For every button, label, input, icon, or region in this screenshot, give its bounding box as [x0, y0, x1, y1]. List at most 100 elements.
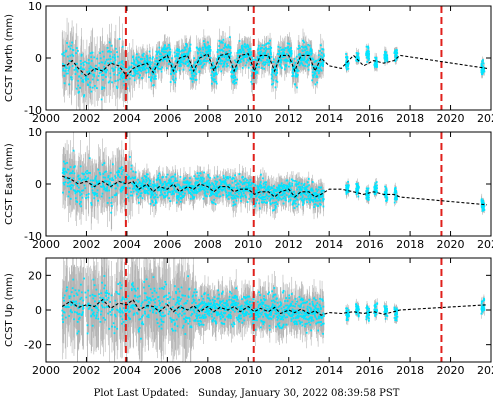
- data-point: [118, 171, 120, 174]
- data-point: [174, 77, 177, 80]
- data-point: [110, 61, 113, 64]
- data-point: [161, 55, 164, 58]
- data-point: [191, 71, 194, 74]
- data-point: [94, 69, 97, 72]
- data-point: [95, 183, 98, 186]
- data-point: [92, 179, 95, 182]
- data-point: [80, 205, 82, 208]
- data-point: [163, 196, 166, 199]
- data-point: [239, 61, 242, 63]
- data-point: [130, 191, 132, 193]
- data-point: [185, 45, 188, 48]
- data-point: [205, 55, 208, 57]
- data-point: [66, 55, 69, 58]
- data-point: [173, 68, 176, 71]
- data-point: [480, 63, 483, 66]
- data-point: [171, 190, 174, 193]
- data-point: [143, 63, 146, 66]
- data-point: [165, 67, 168, 70]
- data-point: [167, 179, 170, 182]
- data-point: [78, 90, 81, 93]
- data-point: [102, 69, 105, 72]
- data-point: [322, 53, 325, 56]
- data-point: [366, 51, 368, 54]
- data-point: [100, 185, 102, 188]
- data-point: [276, 59, 279, 62]
- data-point: [300, 56, 303, 59]
- data-point: [295, 55, 298, 58]
- data-point: [482, 65, 484, 68]
- data-point: [271, 71, 274, 73]
- data-point: [136, 189, 139, 192]
- data-point: [357, 52, 360, 55]
- data-point: [75, 182, 77, 185]
- data-point: [187, 51, 190, 54]
- data-point: [315, 76, 318, 78]
- data-point: [303, 41, 306, 44]
- model-curve: [62, 53, 488, 78]
- data-point: [71, 65, 74, 67]
- data-point: [105, 76, 107, 78]
- data-point: [293, 57, 296, 60]
- data-point: [270, 55, 273, 58]
- data-point: [367, 57, 370, 60]
- data-point: [241, 57, 244, 60]
- data-point: [153, 75, 156, 78]
- data-point: [224, 60, 227, 63]
- data-point: [197, 48, 200, 50]
- data-point: [82, 81, 85, 83]
- data-point: [258, 66, 260, 69]
- data-point: [231, 71, 234, 74]
- data-point: [128, 66, 131, 69]
- data-point: [178, 50, 181, 53]
- data-point: [205, 60, 208, 63]
- data-point: [81, 68, 84, 71]
- data-point: [132, 63, 135, 65]
- data-point: [62, 167, 65, 170]
- data-point: [192, 64, 195, 66]
- data-point: [395, 57, 398, 60]
- data-point: [204, 46, 207, 49]
- data-point: [117, 173, 120, 176]
- data-point: [151, 199, 153, 202]
- data-point: [104, 176, 107, 179]
- data-point: [270, 73, 273, 76]
- data-point: [265, 46, 267, 49]
- data-point: [312, 76, 315, 79]
- data-point: [166, 184, 168, 187]
- data-point: [215, 80, 217, 83]
- data-point: [96, 79, 99, 81]
- data-point: [120, 190, 123, 193]
- data-point: [102, 73, 105, 76]
- data-point: [149, 66, 152, 69]
- data-point: [297, 44, 300, 47]
- data-point: [147, 192, 150, 195]
- data-point: [99, 173, 102, 176]
- data-point: [77, 84, 80, 87]
- data-point: [307, 59, 310, 62]
- data-point: [239, 49, 242, 52]
- data-point: [116, 171, 119, 174]
- data-point: [136, 187, 139, 190]
- data-point: [170, 73, 172, 76]
- data-point: [139, 182, 141, 185]
- data-point: [365, 52, 368, 55]
- data-point: [216, 48, 219, 51]
- data-point: [267, 42, 269, 44]
- data-point: [66, 185, 69, 188]
- data-point: [238, 51, 241, 54]
- data-point: [270, 77, 273, 80]
- data-point: [171, 191, 174, 194]
- data-point: [178, 192, 181, 195]
- data-point: [157, 178, 159, 180]
- data-point: [188, 49, 191, 52]
- data-point: [74, 63, 77, 65]
- data-point: [153, 69, 156, 71]
- data-point: [320, 62, 323, 65]
- data-point: [190, 65, 193, 68]
- data-point: [75, 68, 78, 70]
- data-point: [221, 41, 224, 44]
- data-point: [193, 66, 196, 68]
- data-point: [131, 194, 134, 197]
- data-point: [259, 52, 262, 54]
